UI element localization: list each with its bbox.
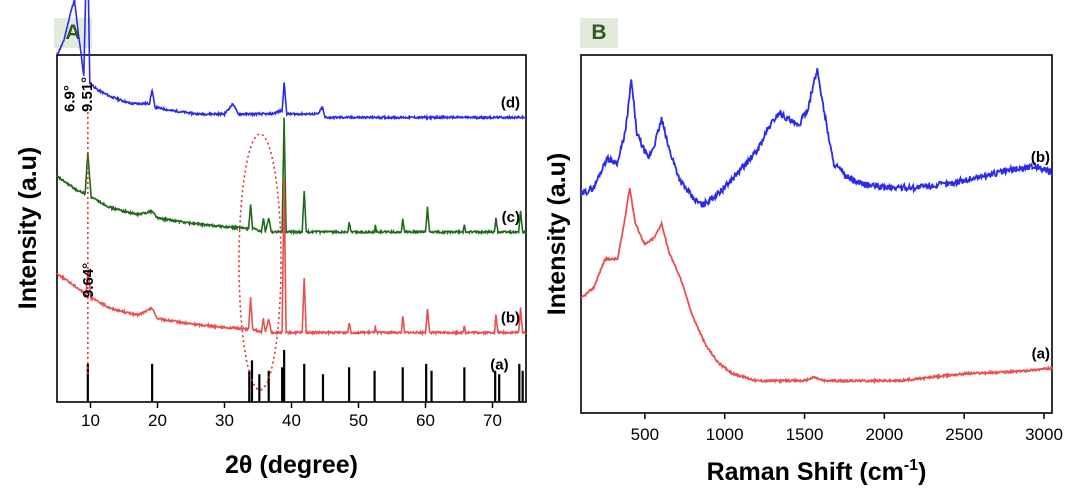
raman-label-a: (a) <box>1032 345 1050 362</box>
series-label-d: (d) <box>501 94 520 111</box>
x-tick-label-b-0: 500 <box>631 425 659 444</box>
x-tick-label-b-3: 2000 <box>865 425 903 444</box>
x-tick-label-4: 50 <box>349 411 368 430</box>
x-tick-label-5: 60 <box>416 411 435 430</box>
x-axis-title-end: ) <box>918 458 926 486</box>
x-tick-label-6: 70 <box>483 411 502 430</box>
plot-frame-b <box>580 54 1053 414</box>
x-tick-label-1: 20 <box>148 411 167 430</box>
series-line-c <box>56 117 527 236</box>
dotted-highlight-ellipse <box>238 133 282 391</box>
series-label-b: (b) <box>501 310 520 327</box>
series-label-a: (a) <box>490 356 508 373</box>
x-axis-title-a: 2θ (degree) <box>225 451 358 479</box>
peak-annotation-9-64: 9.64° <box>80 263 97 298</box>
peak-annotation-6-9: 6.9° <box>62 85 79 112</box>
raman-line-b <box>580 67 1053 208</box>
x-tick-label-0: 10 <box>81 411 100 430</box>
chart-a: 10 20 30 40 50 60 70 (a) (d) (c) (b) 6.9° 9.51° 9.64°… <box>14 0 527 479</box>
x-axis-title-b: Raman Shift (cm-1) <box>707 457 927 486</box>
y-axis-title-a: Intensity (a.u) <box>14 147 42 310</box>
series-label-c: (c) <box>502 209 520 226</box>
x-tick-label-b-1: 1000 <box>706 425 744 444</box>
panel-label-b: B <box>580 18 618 48</box>
x-tick-label-2: 30 <box>215 411 234 430</box>
peak-annotation-9-51: 9.51° <box>79 77 96 112</box>
plot-frame <box>56 54 527 403</box>
raman-line-a <box>580 187 1053 385</box>
series-line-d <box>56 0 527 121</box>
chart-b: 500 1000 1500 2000 2500 3000 (b) (a) Intensity (… <box>543 54 1063 486</box>
x-tick-label-3: 40 <box>282 411 301 430</box>
x-tick-label-b-4: 2500 <box>945 425 983 444</box>
x-tick-label-b-2: 1500 <box>786 425 824 444</box>
x-axis-title-superscript: -1 <box>904 457 918 474</box>
x-axis-title-text: Raman Shift (cm <box>707 458 904 486</box>
x-tick-label-b-5: 3000 <box>1025 425 1063 444</box>
raman-label-b: (b) <box>1031 149 1050 166</box>
series-line-b <box>56 179 527 337</box>
y-axis-title-b: Intensity (a.u) <box>543 153 571 316</box>
